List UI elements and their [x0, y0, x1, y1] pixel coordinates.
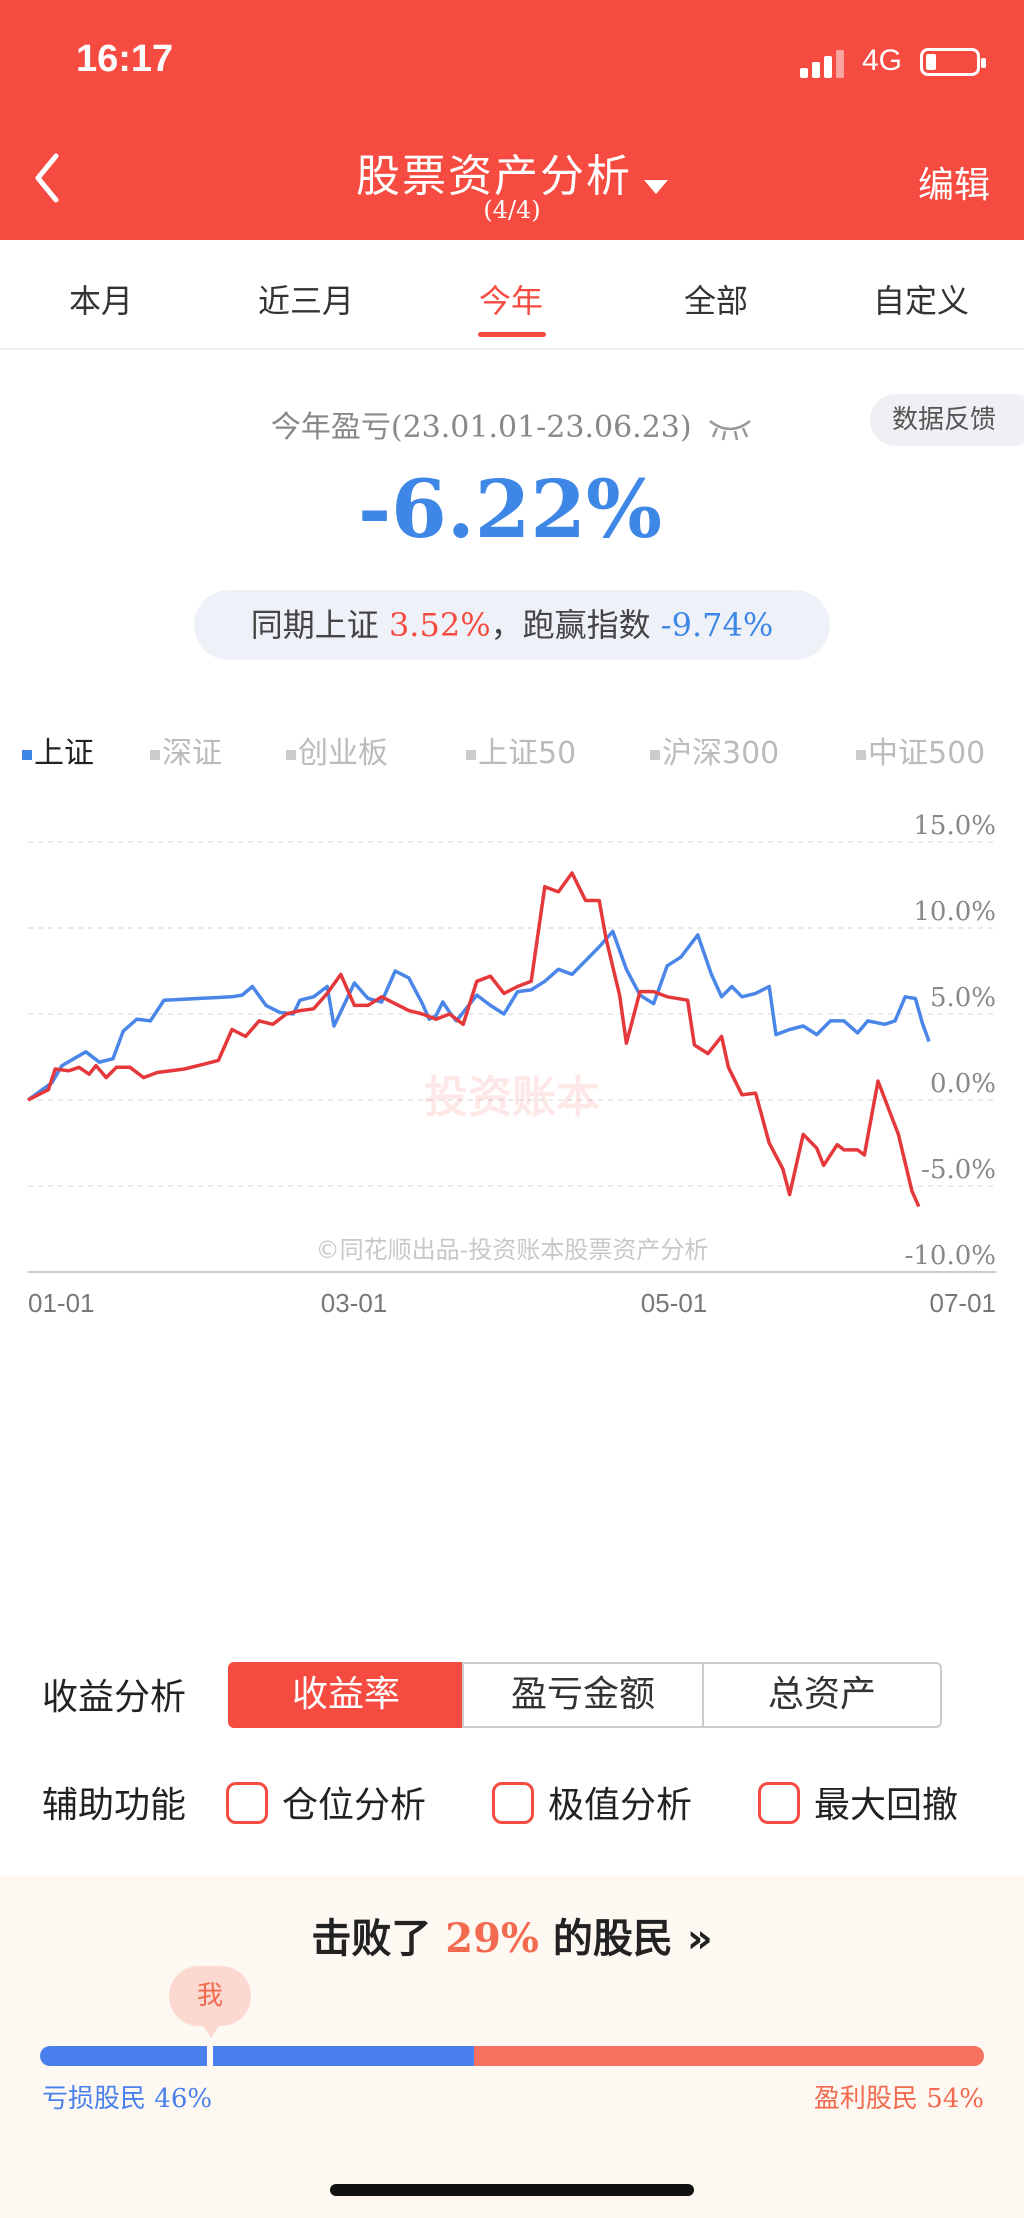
chevron-left-icon [35, 153, 59, 203]
network-type: 4G [862, 44, 903, 77]
losing-investors-label: 亏损股民 46% [42, 2078, 212, 2115]
series-line-user [27, 871, 921, 1208]
double-chevron-right-icon: » [686, 1916, 713, 1962]
tab-this-month[interactable]: 本月 [68, 282, 133, 320]
tab-custom[interactable]: 自定义 [872, 282, 969, 320]
legend-marker [150, 749, 160, 760]
title-dropdown[interactable]: 股票资产分析 [0, 140, 1024, 204]
analysis-label: 收益分析 [42, 1677, 187, 1718]
legend-marker [466, 749, 476, 760]
return-chart[interactable]: 15.0% 10.0% 5.0% 0.0% -5.0% -10.0% 投资账本 ©同花顺出品-… [0, 800, 1024, 1600]
seg-profit-amount[interactable]: 盈亏金额 [462, 1662, 704, 1728]
page-title: 股票资产分析 [356, 151, 632, 202]
legend-csi500[interactable]: 中证500 [856, 728, 985, 772]
period-tabs: 本月 近三月 今年 全部 自定义 [0, 240, 1024, 350]
signal-icon [800, 48, 850, 78]
losing-investors-bar [40, 2046, 474, 2066]
check-extreme-analysis[interactable]: 极值分析 [492, 1776, 692, 1828]
me-marker: 我 [169, 1966, 251, 2038]
tab-all[interactable]: 全部 [683, 282, 748, 320]
me-position-tick [207, 2044, 213, 2068]
legend-label: 沪深300 [662, 736, 780, 771]
legend-csi300[interactable]: 沪深300 [650, 728, 779, 772]
tab-three-months[interactable]: 近三月 [257, 282, 354, 320]
compare-prefix: 同期上证 [250, 606, 379, 644]
compare-mid: ，跑赢指数 [490, 606, 651, 644]
ranking-suffix: 的股民 [552, 1916, 673, 1962]
legend-marker [22, 749, 32, 760]
legend-chinext[interactable]: 创业板 [286, 728, 388, 772]
legend-label: 创业板 [298, 736, 388, 771]
checkbox[interactable] [226, 1782, 268, 1824]
active-tab-indicator [478, 332, 546, 337]
y-tick-label: 15.0% [913, 811, 996, 841]
profit-label-text: 今年盈亏(23.01.01-23.06.23) [270, 410, 692, 445]
check-max-drawdown[interactable]: 最大回撤 [758, 1776, 958, 1828]
checkbox[interactable] [758, 1782, 800, 1824]
legend-label: 深证 [162, 736, 222, 771]
lose-text: 亏损股民 [42, 2084, 147, 2114]
legend-label: 中证500 [868, 736, 986, 771]
legend-szse[interactable]: 深证 [150, 728, 222, 772]
aux-label: 辅助功能 [42, 1785, 187, 1826]
seg-total-assets[interactable]: 总资产 [702, 1662, 942, 1728]
caret-down-icon [644, 179, 668, 194]
legend-marker [650, 749, 660, 760]
status-time: 16:17 [76, 38, 174, 80]
check-label: 仓位分析 [282, 1785, 427, 1826]
eye-closed-icon[interactable] [707, 417, 753, 441]
profit-period-label: 今年盈亏(23.01.01-23.06.23) [0, 402, 1024, 446]
legend-sse50[interactable]: 上证50 [466, 728, 576, 772]
check-label: 最大回撤 [814, 1785, 959, 1826]
check-position-analysis[interactable]: 仓位分析 [226, 1776, 426, 1828]
x-tick-label: 05-01 [641, 1288, 708, 1318]
index-compare-pill: 同期上证 3.52%，跑赢指数 -9.74% [194, 590, 830, 660]
x-tick-label: 07-01 [930, 1288, 997, 1318]
app-header: 16:17 4G 股票资产分析 (4/4) 编辑 [0, 0, 1024, 240]
tab-this-year[interactable]: 今年 [478, 282, 543, 320]
y-tick-label: 5.0% [930, 983, 996, 1013]
index-return: 3.52% [388, 606, 491, 644]
profit-value: -6.22% [357, 462, 663, 556]
winning-investors-label: 盈利股民 54% [814, 2078, 984, 2115]
lose-percent: 46% [154, 2084, 213, 2114]
battery-icon [920, 48, 986, 76]
ranking-title[interactable]: 击败了 29% 的股民 » [0, 1906, 1024, 1964]
legend-marker [856, 749, 866, 760]
page-indicator: (4/4) [483, 196, 541, 224]
winning-investors-bar [474, 2046, 984, 2066]
legend-label: 上证50 [478, 736, 577, 771]
y-tick-label: 0.0% [930, 1069, 996, 1099]
legend-label: 上证 [34, 736, 94, 771]
feedback-button[interactable]: 数据反馈 [870, 394, 1024, 446]
y-tick-label: -10.0% [905, 1241, 996, 1271]
legend-marker [286, 749, 296, 760]
legend-sse[interactable]: 上证 [22, 728, 94, 772]
excess-return: -9.74% [660, 606, 774, 644]
home-indicator [330, 2184, 694, 2196]
check-label: 极值分析 [548, 1785, 693, 1826]
y-tick-label: 10.0% [913, 897, 996, 927]
ranking-prefix: 击败了 [311, 1916, 432, 1962]
back-button[interactable] [28, 148, 68, 208]
checkbox[interactable] [492, 1782, 534, 1824]
watermark: 投资账本 [424, 1072, 600, 1123]
x-tick-label: 01-01 [28, 1288, 95, 1318]
chart-copyright: ©同花顺出品-投资账本股票资产分析 [316, 1236, 709, 1264]
win-percent: 54% [926, 2084, 984, 2114]
x-tick-label: 03-01 [321, 1288, 388, 1318]
seg-return-rate[interactable]: 收益率 [228, 1662, 464, 1728]
y-tick-label: -5.0% [921, 1155, 996, 1185]
edit-button[interactable]: 编辑 [917, 165, 990, 206]
win-text: 盈利股民 [813, 2084, 918, 2114]
series-line-index [26, 929, 931, 1102]
ranking-percent: 29% [445, 1915, 539, 1962]
